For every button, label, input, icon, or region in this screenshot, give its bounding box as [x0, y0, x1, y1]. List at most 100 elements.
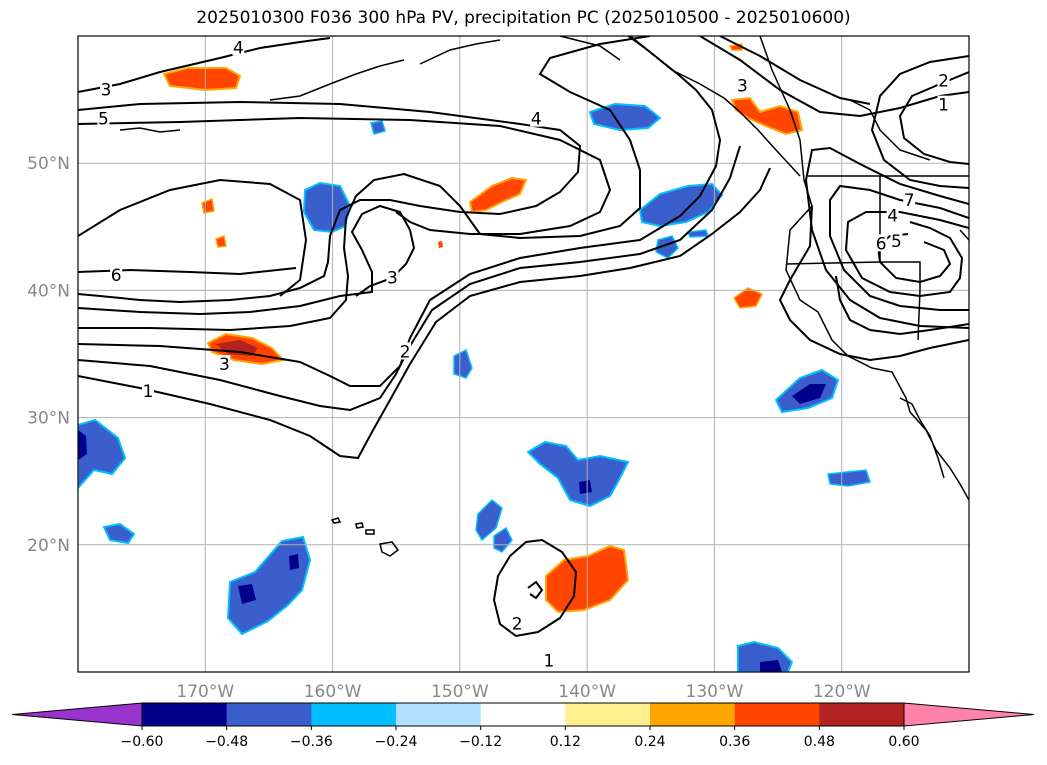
map-frame	[77, 35, 970, 673]
latitude-tick-label: 20°N	[27, 536, 70, 556]
latitude-labels: 20°N 30°N 40°N 50°N	[27, 154, 70, 556]
colorbar-tick-label: −0.60	[121, 734, 164, 750]
contour-label-background	[218, 355, 231, 373]
colorbar-segment	[734, 703, 820, 726]
precip-blob-neg	[78, 418, 127, 490]
colorbar-tick-label: −0.12	[459, 734, 502, 750]
colorbar-outline	[141, 702, 905, 727]
colorbar-tick-label: −0.48	[205, 734, 248, 750]
longitude-tick-label: 150°W	[431, 682, 489, 702]
coastline	[119, 36, 969, 501]
colorbar-tick-label: 0.36	[719, 734, 750, 750]
precip-blob-pos	[162, 67, 242, 92]
latitude-tick-label: 30°N	[27, 409, 70, 429]
longitude-labels: 170°W 160°W 150°W 140°W 130°W 120°W	[176, 682, 870, 702]
contour-label: 3	[387, 269, 398, 289]
precip-blob-pos	[733, 287, 764, 309]
contour-label-background	[232, 38, 245, 56]
colorbar-extend-max	[903, 702, 1035, 727]
colorbar-tick-label: −0.24	[375, 734, 418, 750]
contour-label: 1	[938, 96, 949, 116]
colorbar-segment	[226, 703, 312, 726]
contour-label-background	[142, 381, 155, 399]
contour-label: 3	[737, 77, 748, 97]
contour-label: 3	[101, 80, 112, 100]
contour-label: 3	[219, 355, 230, 375]
map-title: 2025010300 F036 300 hPa PV, precipitatio…	[196, 8, 851, 28]
contour-label-background	[903, 191, 916, 209]
colorbar-segment	[565, 703, 651, 726]
contour-label-background	[511, 614, 524, 632]
contour-label-background	[736, 76, 749, 94]
colorbar-tick-label: 0.48	[804, 734, 835, 750]
longitude-tick-label: 120°W	[813, 682, 871, 702]
contour-label: 6	[111, 266, 122, 286]
colorbar: −0.60 −0.48 −0.36 −0.24 −0.12 0.12 0.24 0.36 0.4…	[11, 702, 1035, 750]
precipitation-shading	[78, 43, 871, 672]
precip-blob-neg	[655, 235, 679, 259]
colorbar-tick-label: −0.36	[290, 734, 333, 750]
precip-blob-pos	[438, 241, 443, 248]
colorbar-segment	[142, 703, 228, 726]
graticule	[78, 36, 969, 672]
contour-label-background	[890, 231, 903, 249]
colorbar-extend-min	[11, 702, 143, 727]
contour-label: 7	[904, 191, 915, 211]
colorbar-segment	[819, 703, 905, 726]
contour-label: 2	[400, 342, 411, 362]
contour-label-background	[937, 71, 950, 89]
contour-label-background	[100, 80, 113, 98]
latitude-tick-label: 40°N	[27, 281, 70, 301]
precip-blob-neg	[493, 526, 513, 553]
precip-blob-pos	[468, 176, 528, 214]
precip-blob-neg	[792, 384, 826, 404]
latitude-tick-label: 50°N	[27, 154, 70, 174]
hawaii-islands	[330, 517, 400, 557]
precip-blob-pos	[215, 234, 227, 248]
colorbar-tick-label: 0.12	[550, 734, 581, 750]
contour-label: 1	[143, 382, 154, 402]
longitude-tick-label: 140°W	[558, 682, 616, 702]
contour-label: 4	[233, 38, 244, 58]
contour-label-background	[386, 268, 399, 286]
precip-blob-neg	[238, 584, 256, 604]
contour-label-background	[886, 206, 899, 224]
contour-label: 4	[887, 206, 898, 226]
contour-label-background	[399, 342, 412, 360]
contour-label: 2	[512, 615, 523, 635]
contour-label-background	[937, 95, 950, 113]
precip-blob-neg	[526, 440, 630, 508]
precip-blob-neg	[579, 480, 592, 494]
contour-label-background	[97, 109, 110, 127]
precip-blob-neg	[827, 469, 871, 487]
pv-contours	[78, 36, 969, 638]
precip-blob-pos	[216, 340, 258, 356]
longitude-tick-label: 130°W	[686, 682, 744, 702]
colorbar-segment	[396, 703, 482, 726]
precip-blob-neg	[370, 120, 386, 135]
precip-blob-neg	[475, 498, 503, 542]
contour-label: 1	[544, 652, 555, 672]
contour-label: 6	[876, 234, 887, 254]
colorbar-segment	[480, 703, 566, 726]
precip-blob-neg	[453, 348, 473, 379]
contour-label: 2	[938, 72, 949, 92]
contour-label: 5	[891, 232, 902, 252]
colorbar-tick-label: 0.60	[888, 734, 919, 750]
contour-label-background	[542, 651, 555, 669]
precip-blob-neg	[760, 660, 782, 672]
longitude-tick-label: 170°W	[176, 682, 234, 702]
contour-label-background	[530, 109, 543, 127]
precip-blob-neg	[78, 430, 87, 460]
contour-label-background	[110, 266, 123, 284]
colorbar-segment	[311, 703, 397, 726]
colorbar-tick-label: 0.24	[634, 734, 665, 750]
contour-label-background	[875, 234, 888, 252]
contour-label: 5	[98, 110, 109, 130]
colorbar-segment	[650, 703, 736, 726]
contour-label: 4	[531, 110, 542, 130]
precip-blob-neg	[289, 554, 299, 570]
precip-blob-neg	[588, 102, 662, 132]
